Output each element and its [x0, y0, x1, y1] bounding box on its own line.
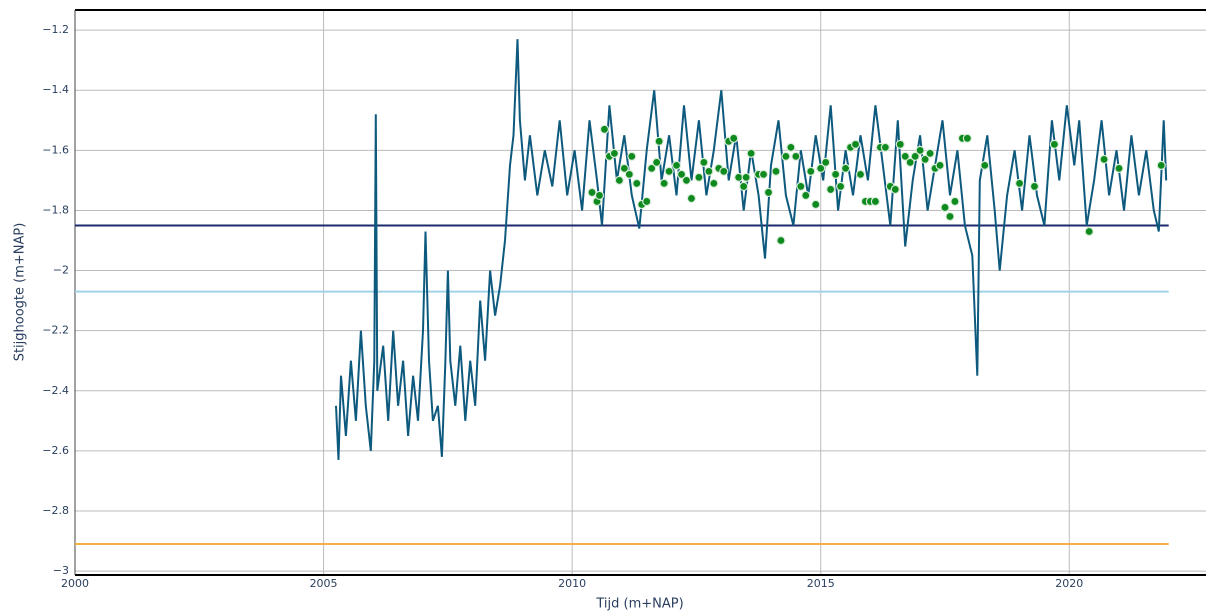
- marker: [806, 166, 816, 176]
- marker: [763, 187, 774, 198]
- marker: [895, 139, 905, 149]
- marker: [796, 181, 806, 192]
- marker: [758, 169, 769, 179]
- marker: [624, 169, 634, 179]
- marker: [1084, 226, 1094, 237]
- x-tick-label: 2000: [61, 577, 89, 590]
- marker: [1156, 160, 1166, 170]
- marker: [686, 193, 697, 204]
- marker: [1099, 154, 1109, 164]
- marker: [609, 148, 620, 158]
- marker: [945, 211, 955, 222]
- marker: [594, 190, 605, 201]
- marker: [699, 157, 709, 167]
- y-tick-label: −1.6: [42, 143, 69, 156]
- marker: [681, 175, 692, 186]
- marker: [816, 163, 826, 173]
- marker: [915, 145, 925, 155]
- marker: [719, 166, 729, 176]
- marker: [694, 172, 704, 182]
- marker: [855, 169, 866, 179]
- marker: [664, 166, 674, 176]
- marker: [729, 133, 739, 143]
- y-tick-label: −2.2: [42, 324, 69, 337]
- marker: [599, 124, 610, 134]
- marker: [900, 151, 910, 161]
- marker: [614, 175, 624, 186]
- marker: [925, 148, 935, 158]
- marker: [821, 157, 831, 167]
- marker: [935, 160, 945, 170]
- y-tick-label: −1.4: [42, 83, 69, 96]
- marker: [850, 139, 861, 149]
- marker: [627, 151, 637, 161]
- marker: [905, 157, 915, 167]
- marker: [811, 199, 821, 210]
- marker: [791, 151, 801, 161]
- marker: [587, 187, 597, 198]
- marker: [890, 184, 900, 195]
- y-tick-label: −1.2: [42, 23, 69, 36]
- x-axis-title: Tijd (m+NAP): [595, 597, 683, 612]
- marker: [739, 181, 749, 192]
- y-tick-label: −2.4: [42, 384, 69, 397]
- marker: [1114, 163, 1124, 173]
- marker: [870, 196, 881, 207]
- marker: [746, 148, 756, 158]
- x-tick-label: 2020: [1055, 577, 1083, 590]
- marker: [980, 160, 990, 170]
- y-tick-label: −2: [53, 264, 69, 277]
- marker: [642, 196, 652, 207]
- marker: [826, 184, 836, 195]
- marker: [880, 142, 890, 152]
- x-tick-label: 2005: [310, 577, 338, 590]
- marker: [671, 160, 682, 170]
- marker: [835, 181, 846, 192]
- marker: [781, 151, 791, 161]
- marker: [831, 169, 841, 179]
- y-axis-title: Stijghoogte (m+NAP): [13, 223, 28, 362]
- y-tick-label: −2.6: [42, 444, 69, 457]
- y-tick-label: −3: [53, 564, 69, 577]
- marker: [619, 163, 629, 173]
- marker: [659, 178, 669, 189]
- marker: [962, 133, 972, 143]
- marker: [840, 163, 851, 173]
- marker: [1014, 178, 1025, 189]
- marker: [741, 172, 751, 182]
- marker: [1029, 181, 1040, 192]
- marker: [632, 178, 642, 189]
- marker: [910, 151, 920, 161]
- marker: [771, 166, 781, 176]
- marker: [676, 169, 687, 179]
- marker: [1049, 139, 1059, 149]
- marker: [704, 166, 714, 176]
- x-tick-label: 2010: [558, 577, 586, 590]
- marker: [776, 235, 786, 246]
- marker: [950, 196, 960, 207]
- marker: [654, 136, 664, 146]
- marker: [734, 172, 744, 182]
- y-tick-label: −2.8: [42, 504, 69, 517]
- marker: [801, 190, 811, 201]
- series-line: [335, 39, 1168, 460]
- marker: [652, 157, 662, 167]
- marker: [940, 202, 950, 213]
- marker: [647, 163, 657, 173]
- y-tick-label: −1.8: [42, 203, 69, 216]
- x-tick-label: 2015: [807, 577, 835, 590]
- marker: [709, 178, 719, 189]
- marker: [786, 142, 796, 152]
- marker: [920, 154, 930, 164]
